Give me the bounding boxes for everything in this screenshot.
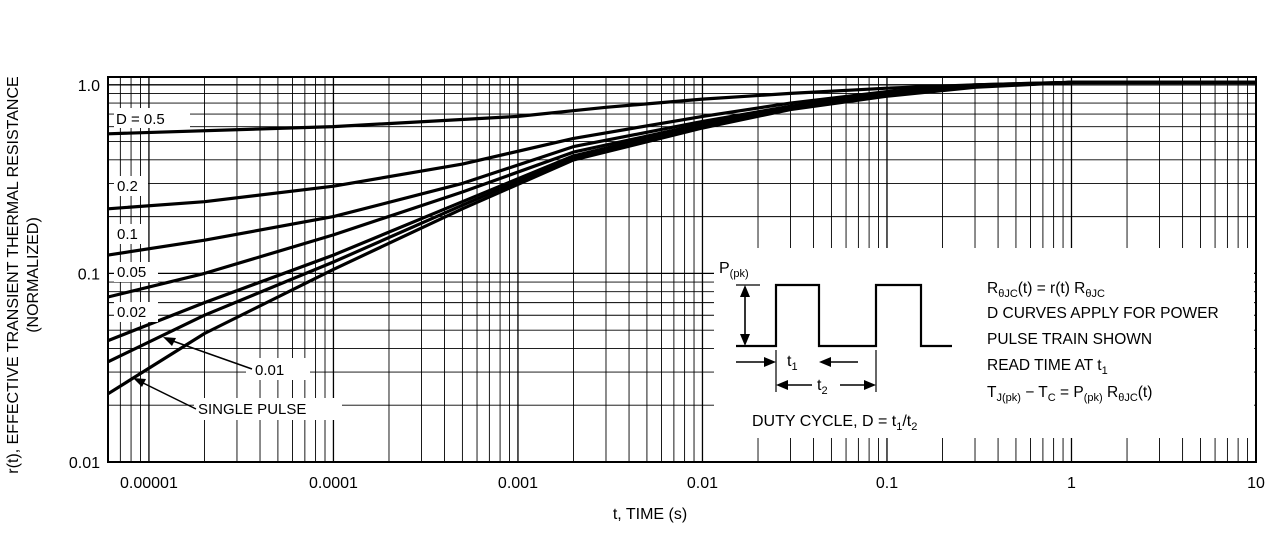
- curve-label-d05: D = 0.5: [116, 111, 165, 128]
- x-axis-title: t, TIME (s): [613, 506, 687, 523]
- curve-label-001-leader: [169, 339, 253, 370]
- x-tick-label-2: 0.001: [498, 475, 538, 492]
- x-tick-label-5: 1: [1067, 475, 1076, 492]
- y-tick-label-2: 1.0: [78, 78, 100, 95]
- y-tick-label-1: 0.1: [78, 266, 100, 283]
- t2-arrow-left: [776, 380, 788, 390]
- note-pulse-train: PULSE TRAIN SHOWN: [987, 331, 1152, 348]
- plot-frame: [107, 76, 1257, 463]
- t2-label: t2: [817, 377, 828, 397]
- curve-label-01: 0.1: [117, 226, 138, 243]
- notes-block: RθJC(t) = r(t) RθJC D CURVES APPLY FOR P…: [987, 280, 1219, 404]
- curve-label-001: 0.01: [255, 362, 284, 379]
- t1-arrow-right: [819, 357, 831, 367]
- curve-label-single-pulse-leader: [138, 380, 197, 410]
- curve-label-single-pulse: SINGLE PULSE: [198, 401, 306, 418]
- ppk-arrow-up: [740, 285, 750, 297]
- x-tick-label-1: 0.0001: [309, 475, 358, 492]
- pulse-waveform: [736, 283, 952, 348]
- x-tick-label-6: 10: [1247, 475, 1265, 492]
- y-tick-label-0: 0.01: [69, 455, 100, 472]
- series-line-2: [107, 80, 1256, 257]
- curve-labels: D = 0.5 0.2 0.1 0.05 0.02 0.01 SINGLE PU…: [114, 108, 342, 420]
- note-d-curves: D CURVES APPLY FOR POWER: [987, 305, 1219, 322]
- pulse-train-diagram: P(pk) t1 t2 DUTY CYCLE, D = t1/t2: [719, 260, 952, 433]
- ppk-label: P(pk): [719, 260, 749, 280]
- duty-cycle-label: DUTY CYCLE, D = t1/t2: [752, 413, 917, 433]
- x-tick-label-4: 0.1: [876, 475, 898, 492]
- t1-label: t1: [787, 353, 798, 373]
- curve-label-002: 0.02: [117, 304, 146, 321]
- ppk-arrow-down: [740, 334, 750, 346]
- x-tick-label-3: 0.01: [687, 475, 718, 492]
- t2-arrow-right: [864, 380, 876, 390]
- y-axis-title-line2: (NORMALIZED): [25, 217, 42, 333]
- curve-label-single-pulse-arrowhead: [133, 378, 146, 387]
- t1-arrow-left: [764, 357, 776, 367]
- curve-label-005: 0.05: [117, 264, 146, 281]
- inset-background: [714, 248, 1254, 438]
- note-read-time: READ TIME AT t1: [987, 357, 1108, 377]
- curve-label-02: 0.2: [117, 178, 138, 195]
- note-rthjc: RθJC(t) = r(t) RθJC: [987, 280, 1105, 300]
- curve-label-001-arrowhead: [163, 337, 176, 346]
- curves: [107, 80, 1256, 396]
- x-tick-label-0: 0.00001: [120, 475, 178, 492]
- y-axis-title-line1: r(t), EFFECTIVE TRANSIENT THERMAL RESIST…: [5, 76, 22, 473]
- tick-labels: 0.00001 0.0001 0.001 0.01 0.1 1 10 0.01 0.1 1.0: [69, 78, 1265, 492]
- series-line-6: [107, 80, 1256, 396]
- note-tj-formula: TJ(pk) − TC = P(pk) RθJC(t): [987, 384, 1152, 404]
